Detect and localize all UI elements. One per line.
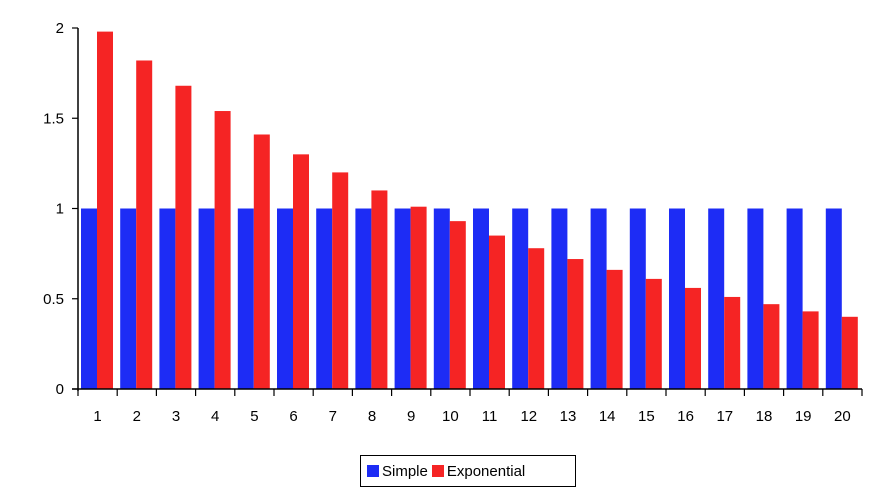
x-tick-label-17: 17	[716, 408, 733, 425]
bar-exponential-11	[489, 235, 505, 389]
bar-simple-11	[473, 208, 489, 389]
bar-exponential-12	[528, 248, 545, 389]
bar-exponential-14	[606, 269, 623, 389]
bar-simple-3	[159, 208, 176, 389]
bar-exponential-8	[371, 190, 388, 389]
x-tick-label-7: 7	[329, 408, 337, 425]
bar-exponential-20	[841, 316, 858, 389]
legend-item-simple: Simple	[367, 463, 428, 480]
bar-exponential-4	[214, 111, 231, 389]
bar-simple-4	[198, 208, 215, 389]
bar-simple-20	[825, 208, 842, 389]
bar-exponential-16	[685, 287, 701, 389]
bar-simple-12	[512, 208, 529, 389]
y-tick-label-0: 0	[56, 381, 64, 398]
x-tick-label-9: 9	[407, 408, 415, 425]
bar-simple-10	[433, 208, 450, 389]
bars-group	[81, 31, 858, 390]
bar-exponential-18	[763, 304, 780, 389]
bar-simple-14	[590, 208, 607, 389]
x-tick-label-18: 18	[756, 408, 773, 425]
bar-exponential-2	[136, 60, 153, 390]
bar-exponential-7	[332, 172, 349, 389]
bar-simple-17	[708, 208, 725, 389]
x-tick-label-19: 19	[795, 408, 812, 425]
y-tick-label-1.5: 1.5	[43, 110, 64, 127]
x-tick-label-14: 14	[599, 408, 616, 425]
axes-group: 00.511.521 2 3 4 5 6 7 8 9 10 11 12 13 14 15 16 17 18 19 20	[43, 20, 863, 425]
y-tick-label-2: 2	[56, 20, 64, 37]
bar-exponential-13	[567, 259, 584, 389]
x-tick-label-1: 1	[93, 408, 101, 425]
bar-simple-6	[277, 208, 293, 389]
legend-label-simple: Simple	[382, 462, 428, 480]
bar-simple-16	[669, 208, 685, 389]
bar-exponential-19	[802, 311, 819, 389]
bar-exponential-17	[724, 296, 741, 389]
bar-simple-7	[316, 208, 333, 389]
bar-simple-2	[120, 208, 137, 389]
legend-item-exponential: Exponential	[431, 462, 526, 480]
bar-exponential-1	[97, 31, 113, 390]
y-tick-label-0.5: 0.5	[43, 291, 64, 308]
bar-exponential-15	[645, 278, 662, 389]
bar-simple-18	[747, 208, 764, 389]
bar-simple-19	[786, 208, 803, 389]
x-tick-label-15: 15	[638, 408, 655, 425]
x-tick-label-12: 12	[520, 408, 537, 425]
bar-simple-15	[629, 208, 646, 389]
x-tick-label-6: 6	[289, 408, 297, 425]
bar-exponential-5	[253, 134, 270, 389]
legend: Simple Exponential	[360, 455, 576, 487]
x-tick-label-8: 8	[368, 408, 376, 425]
bar-exponential-9	[410, 206, 427, 389]
bar-exponential-10	[449, 221, 466, 389]
legend-label-exponential: Exponential	[446, 462, 526, 480]
x-tick-label-4: 4	[211, 408, 219, 425]
y-tick-label-1: 1	[56, 201, 64, 218]
legend-swatch-exponential	[431, 465, 444, 477]
bar-simple-9	[394, 208, 411, 389]
bar-simple-13	[551, 208, 568, 389]
bar-simple-8	[355, 208, 372, 389]
x-tick-label-10: 10	[442, 408, 459, 425]
x-tick-label-20: 20	[834, 408, 851, 425]
x-tick-label-5: 5	[250, 408, 258, 425]
x-tick-label-3: 3	[172, 408, 180, 425]
x-tick-label-2: 2	[133, 408, 141, 425]
legend-swatch-simple	[367, 465, 379, 477]
bar-exponential-6	[293, 154, 309, 389]
x-tick-label-16: 16	[677, 408, 694, 425]
bar-simple-1	[81, 208, 97, 389]
bar-exponential-3	[175, 85, 192, 389]
x-tick-label-11: 11	[482, 408, 498, 425]
bar-simple-5	[237, 208, 254, 389]
x-tick-label-13: 13	[560, 408, 577, 425]
